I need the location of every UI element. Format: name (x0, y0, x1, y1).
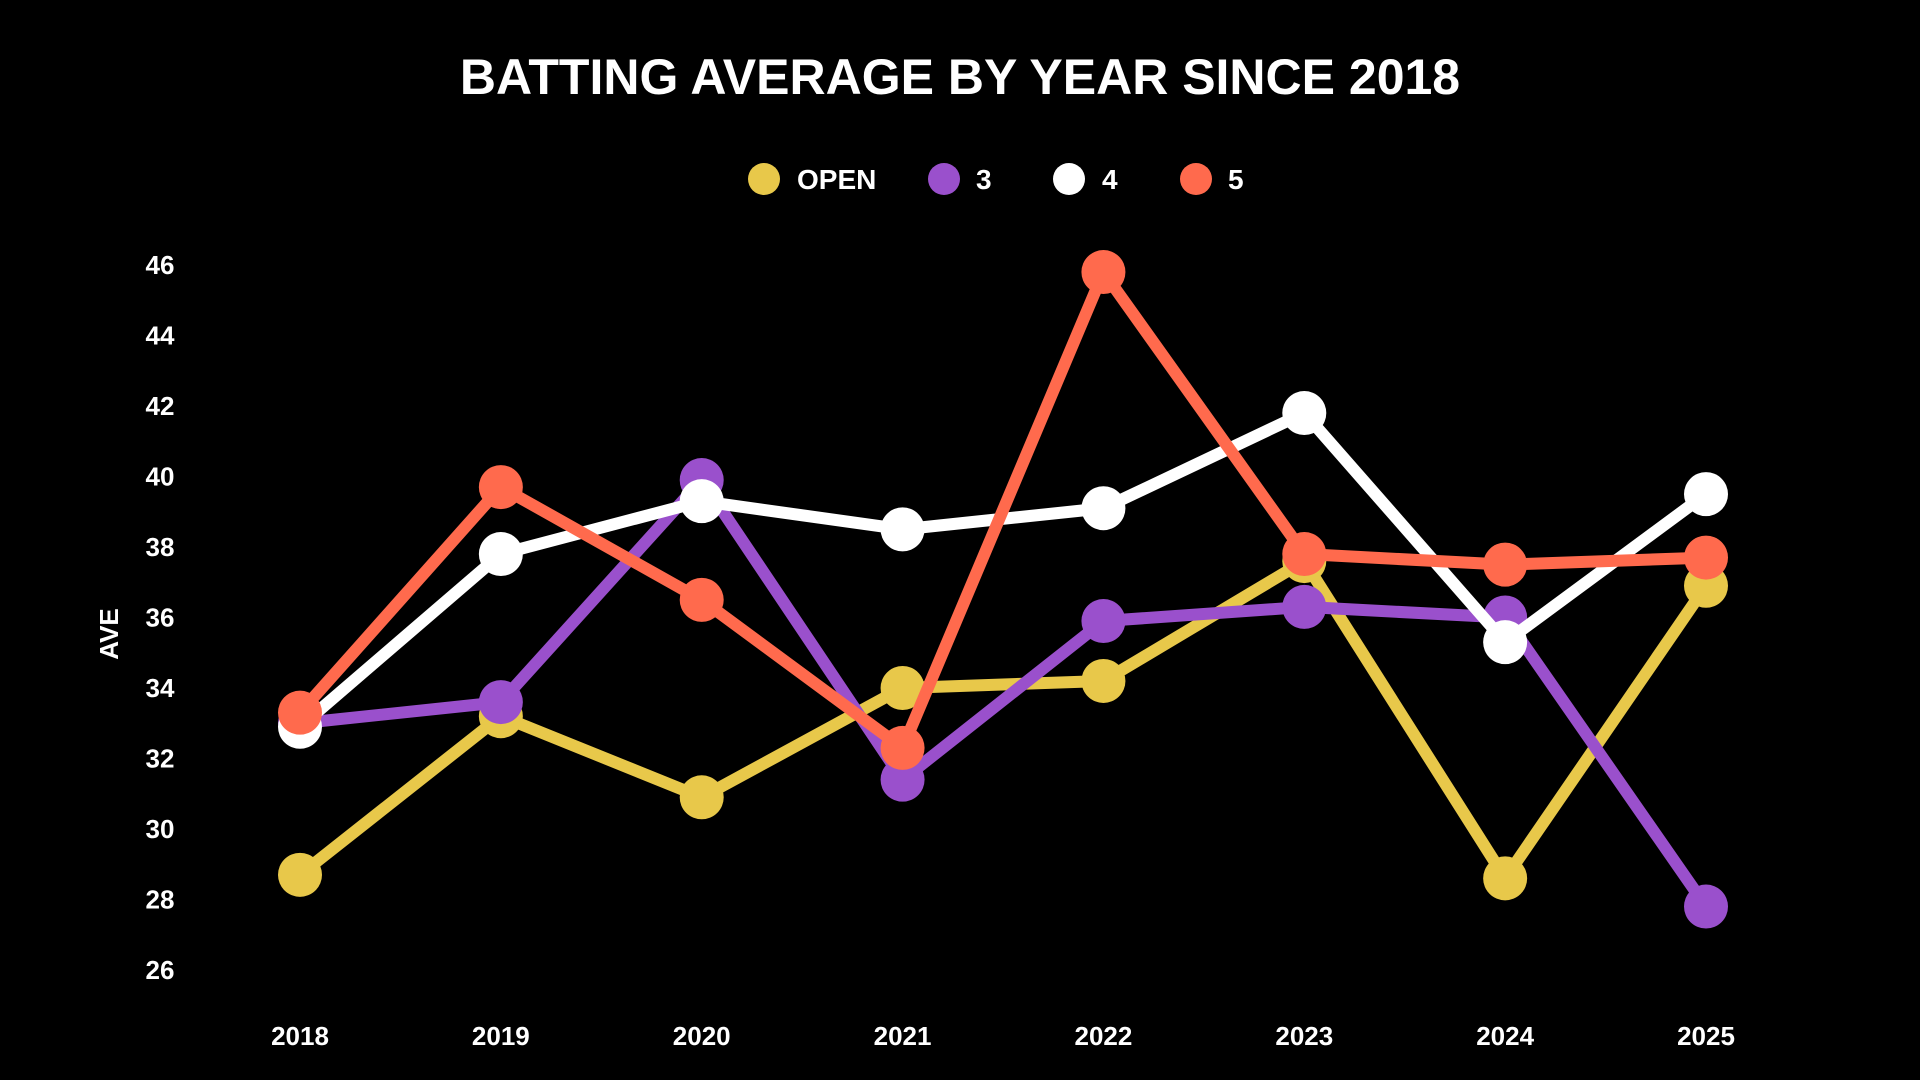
data-point (1081, 658, 1126, 703)
y-tick-label: 26 (146, 955, 175, 985)
data-point (1282, 532, 1327, 577)
data-point (1282, 391, 1327, 436)
chart-title: BATTING AVERAGE BY YEAR SINCE 2018 (460, 49, 1460, 105)
y-tick-label: 32 (146, 744, 175, 774)
legend-item-5[interactable]: 5 (1180, 163, 1244, 195)
series-line (294, 555, 1712, 885)
data-point (1081, 486, 1126, 531)
data-point (880, 725, 925, 770)
legend-label: 5 (1228, 164, 1244, 195)
legend-marker (928, 163, 960, 195)
x-tick-label: 2024 (1476, 1021, 1534, 1051)
y-tick-label: 40 (146, 462, 175, 492)
data-point (1081, 250, 1126, 295)
y-tick-label: 38 (146, 532, 175, 562)
legend-marker (1053, 163, 1085, 195)
data-point (679, 479, 724, 524)
data-point (1282, 584, 1327, 629)
y-axis-label: AVE (94, 608, 124, 660)
y-tick-label: 46 (146, 250, 175, 280)
x-tick-label: 2025 (1677, 1021, 1735, 1051)
y-tick-label: 30 (146, 814, 175, 844)
data-point (880, 507, 925, 552)
y-tick-label: 42 (146, 391, 175, 421)
legend-label: OPEN (797, 164, 876, 195)
data-point (1483, 542, 1528, 587)
data-point (478, 532, 523, 577)
y-tick-label: 28 (146, 885, 175, 915)
x-tick-label: 2020 (673, 1021, 731, 1051)
data-point (278, 852, 322, 897)
data-point (1483, 856, 1528, 901)
x-axis: 2018 2019 2020 2021 2022 2023 2024 2025 (271, 1021, 1735, 1051)
legend-marker (1180, 163, 1212, 195)
plot-area (278, 250, 1728, 929)
series-line (294, 474, 1712, 913)
x-tick-label: 2023 (1275, 1021, 1333, 1051)
y-tick-label: 44 (146, 321, 175, 351)
data-point (880, 666, 925, 710)
legend-label: 3 (976, 164, 992, 195)
legend-item-4[interactable]: 4 (1053, 163, 1118, 195)
series-5 (278, 250, 1728, 770)
data-point (679, 577, 724, 622)
y-tick-label: 34 (146, 673, 175, 703)
x-tick-label: 2021 (874, 1021, 932, 1051)
y-tick-label: 36 (146, 603, 175, 633)
legend-marker (748, 163, 780, 195)
data-point (1684, 884, 1728, 929)
data-point (1081, 599, 1126, 644)
x-tick-label: 2019 (472, 1021, 530, 1051)
data-point (278, 690, 322, 735)
legend: OPEN 3 4 5 (748, 163, 1244, 195)
series-line (294, 266, 1712, 754)
y-axis: 26 28 30 32 34 36 38 40 42 44 46 (146, 250, 175, 985)
data-point (880, 757, 925, 802)
data-point (1684, 472, 1728, 517)
legend-item-3[interactable]: 3 (928, 163, 992, 195)
data-point (679, 775, 724, 820)
legend-label: 4 (1102, 164, 1118, 195)
legend-item-open[interactable]: OPEN (748, 163, 876, 195)
data-point (1483, 620, 1528, 665)
data-point (1684, 535, 1728, 580)
data-point (478, 465, 523, 510)
x-tick-label: 2022 (1075, 1021, 1133, 1051)
data-point (478, 680, 523, 725)
x-tick-label: 2018 (271, 1021, 329, 1051)
